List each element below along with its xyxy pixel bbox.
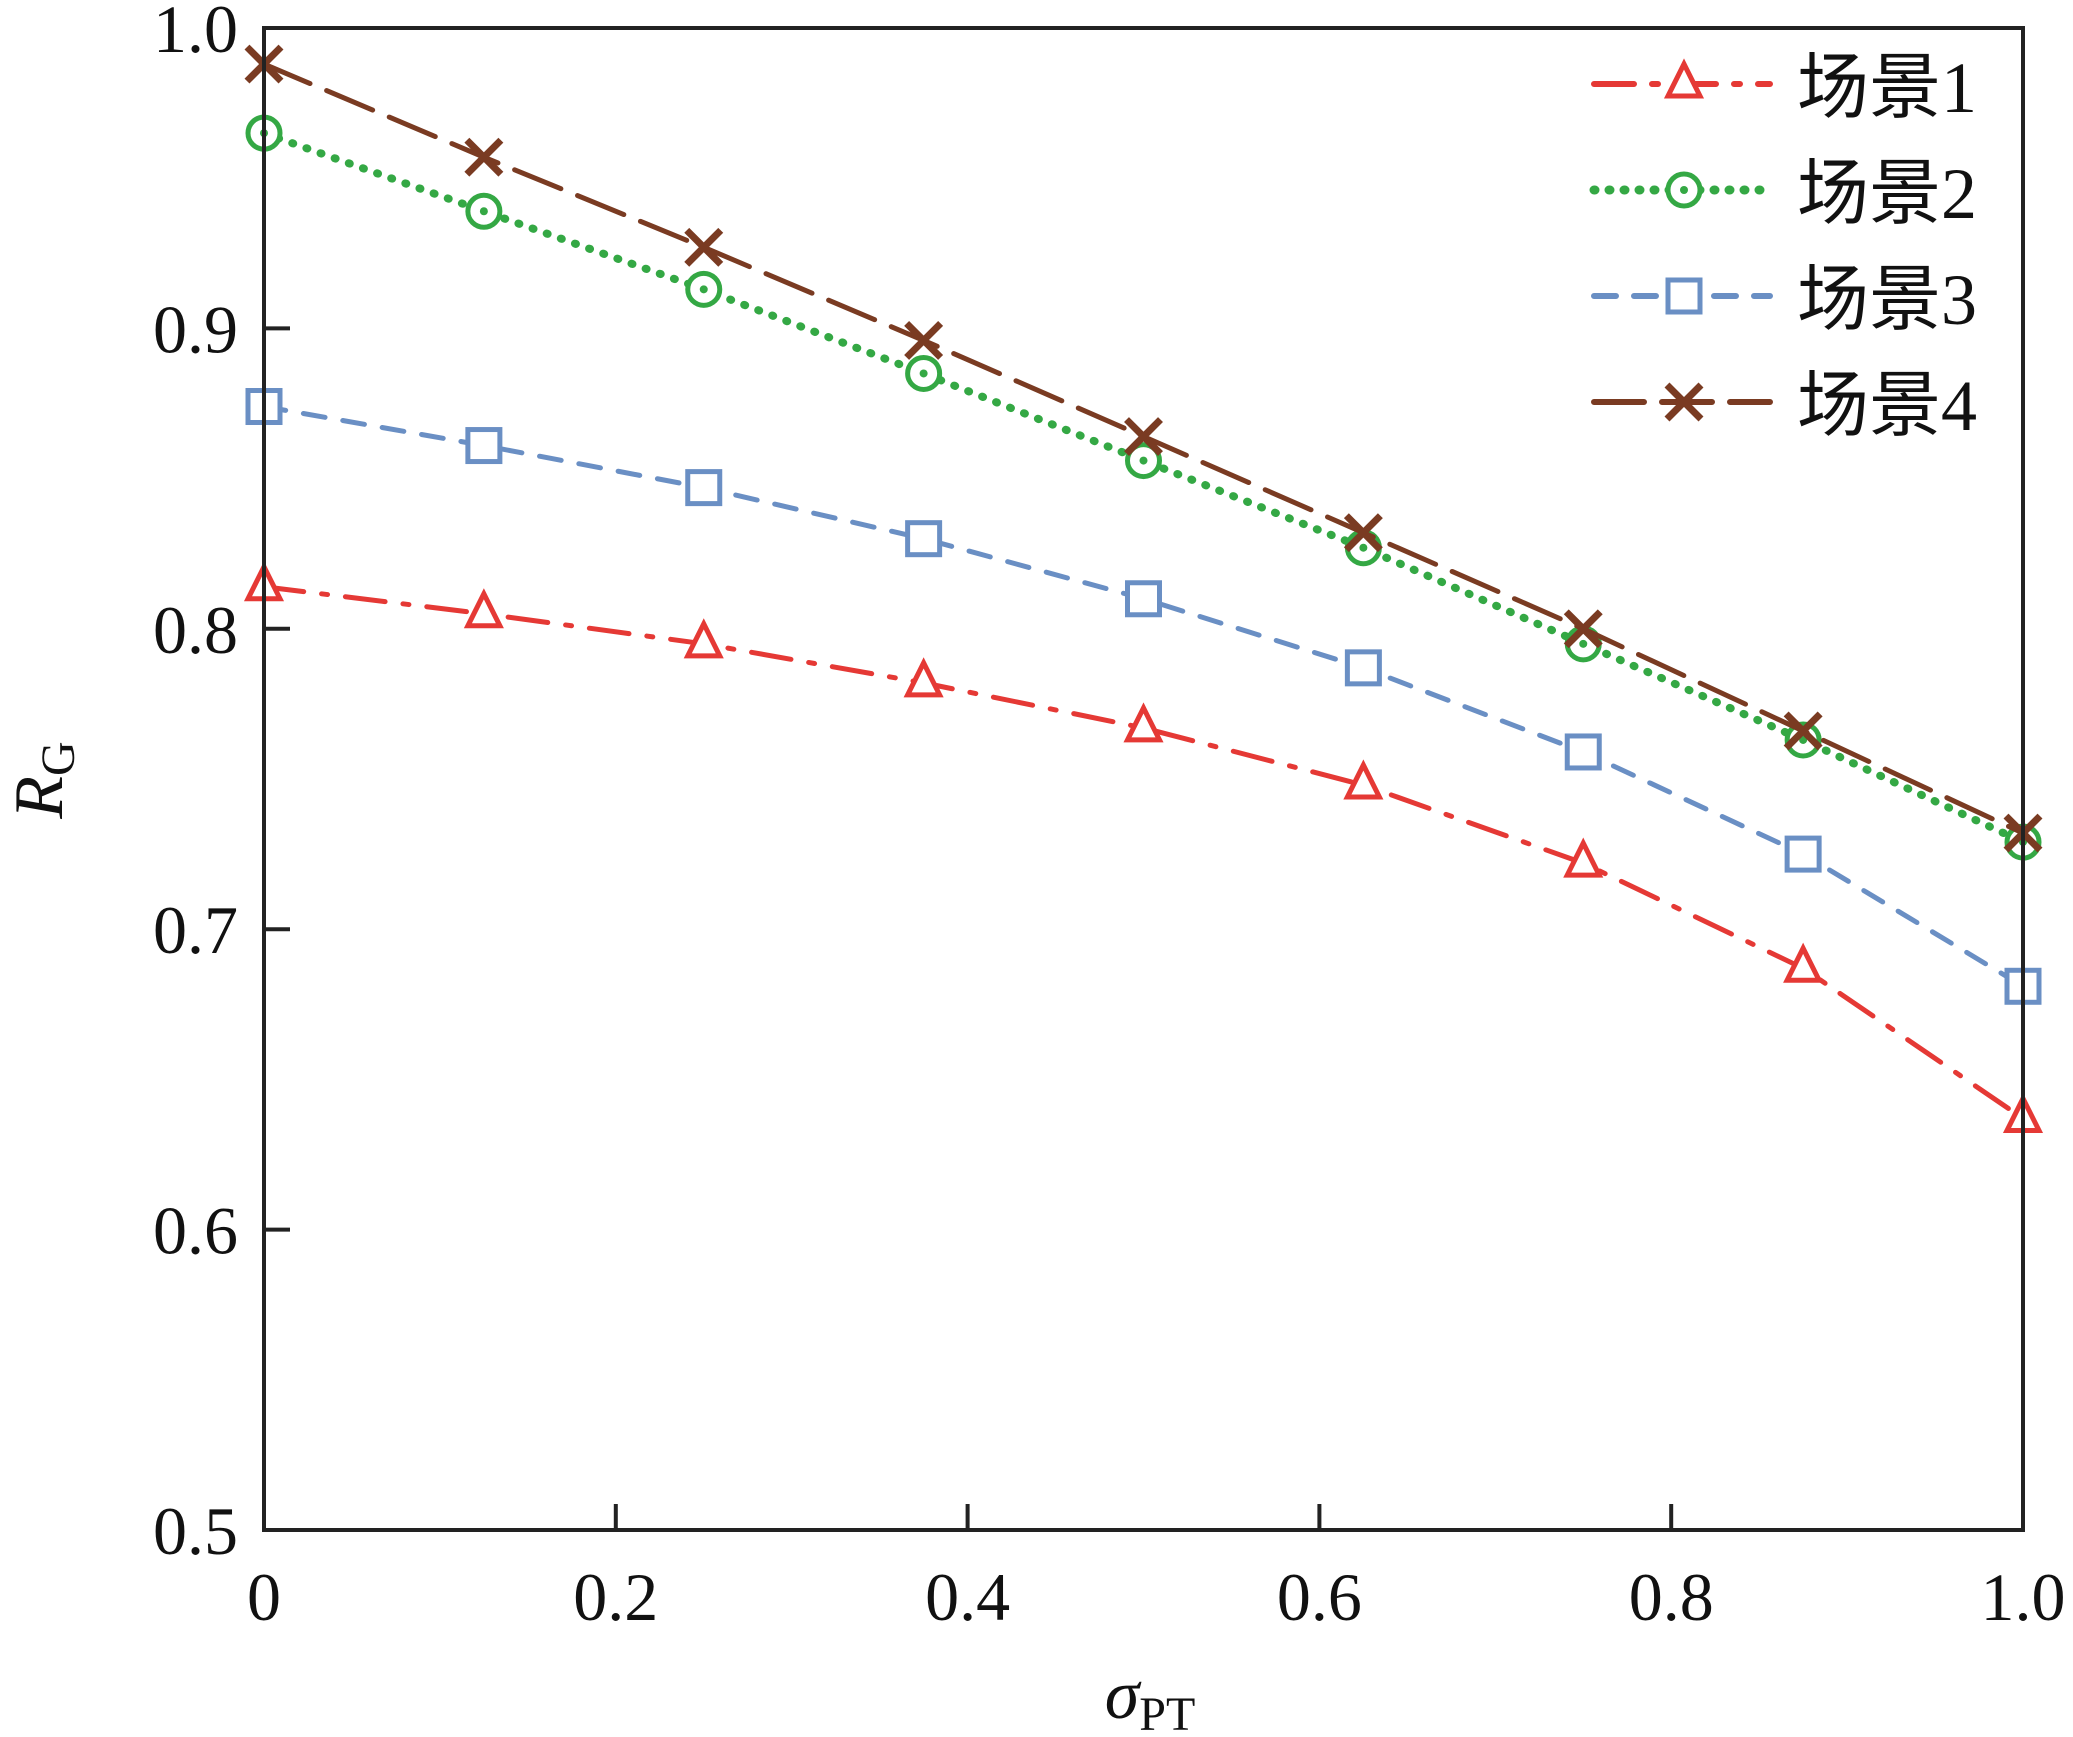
series-1 — [243, 561, 2044, 1133]
data-point-square — [905, 520, 943, 558]
data-point-triangle — [1343, 759, 1384, 800]
series-3 — [245, 388, 2042, 1005]
data-point-x — [1783, 711, 1823, 751]
legend-item-4: 场景4 — [1591, 366, 1977, 446]
data-point-square — [1665, 277, 1703, 315]
data-point-x — [464, 137, 504, 177]
data-point-circle-dot — [685, 270, 723, 308]
x-tick-label: 1.0 — [1981, 1559, 2066, 1635]
y-tick-label: 1.0 — [153, 0, 238, 67]
data-point-square — [1125, 580, 1162, 618]
data-point-x — [1124, 417, 1163, 457]
legend-item-3: 场景3 — [1591, 260, 1977, 340]
legend-label: 场景2 — [1797, 154, 1977, 234]
y-axis-label: RG — [1, 741, 85, 819]
data-point-triangle — [683, 618, 724, 659]
data-point-x — [1343, 513, 1383, 553]
legend-label: 场景3 — [1797, 260, 1977, 340]
series-4 — [244, 44, 2043, 853]
data-point-square — [685, 469, 723, 507]
series-2 — [245, 114, 2042, 861]
y-tick-label: 0.5 — [153, 1493, 238, 1569]
x-tick-label: 0.2 — [573, 1559, 658, 1635]
y-tick-label: 0.9 — [153, 291, 238, 367]
plot-frame — [262, 26, 2025, 1532]
data-point-circle-dot — [1665, 171, 1703, 209]
x-tick-label: 0.6 — [1277, 1559, 1362, 1635]
legend-label: 场景4 — [1797, 366, 1977, 446]
data-point-square — [1344, 649, 1382, 687]
data-point-circle-dot — [465, 192, 503, 230]
x-tick-label: 0.4 — [925, 1559, 1010, 1635]
data-point-triangle — [1123, 702, 1164, 743]
legend-item-2: 场景2 — [1589, 154, 1977, 234]
y-tick-label: 0.6 — [153, 1193, 238, 1269]
x-axis-label: σPT — [1105, 1657, 1196, 1737]
y-tick-label: 0.8 — [153, 592, 238, 668]
data-point-square — [1784, 835, 1822, 873]
legend: 场景1 场景2 场景3 场景4 — [1589, 48, 1977, 446]
x-tick-label: 0 — [247, 1559, 281, 1635]
data-point-square — [1564, 733, 1602, 771]
data-point-x — [904, 320, 944, 360]
data-point-circle-dot — [1784, 721, 1822, 759]
data-point-triangle — [1663, 58, 1705, 99]
legend-item-1: 场景1 — [1591, 48, 1977, 128]
data-point-x — [684, 227, 724, 267]
y-tick-label: 0.7 — [153, 892, 238, 968]
data-point-x — [1563, 609, 1603, 649]
data-point-triangle — [903, 657, 944, 698]
series-line — [261, 584, 2026, 1121]
data-point-triangle — [1783, 942, 1824, 983]
series-line — [261, 404, 2026, 989]
legend-label: 场景1 — [1797, 48, 1977, 128]
series-line — [260, 129, 2027, 847]
data-point-triangle — [1563, 837, 1604, 878]
x-tick-label: 0.8 — [1629, 1559, 1714, 1635]
data-point-x — [1664, 382, 1704, 422]
data-point-circle-dot — [905, 354, 943, 392]
data-point-circle-dot — [1125, 442, 1162, 480]
data-point-square — [465, 427, 503, 465]
data-point-triangle — [463, 588, 504, 629]
